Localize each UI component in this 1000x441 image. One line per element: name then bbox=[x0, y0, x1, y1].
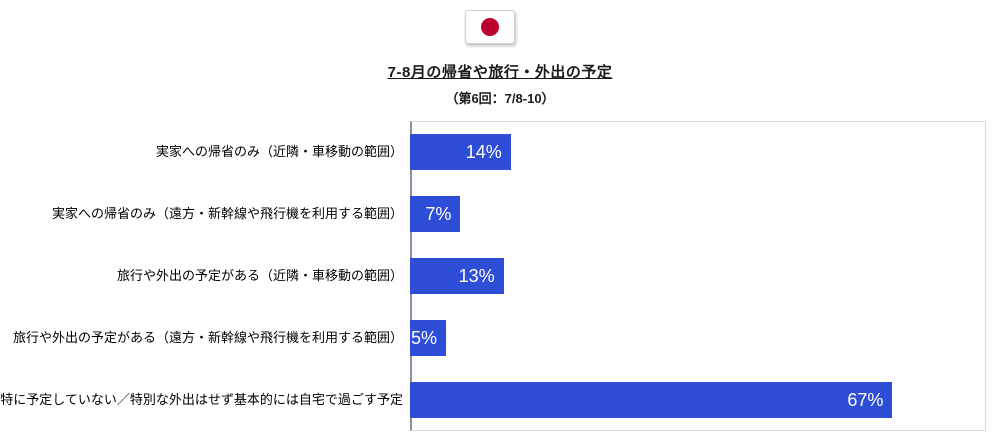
category-label: 旅行や外出の予定がある（近隣・車移動の範囲） bbox=[116, 267, 403, 283]
category-label: 特に予定していない／特別な外出はせず基本的には自宅で過ごす予定 bbox=[0, 391, 403, 407]
bar-value-label: 7% bbox=[425, 203, 452, 224]
bar: 13% bbox=[410, 258, 504, 294]
bar-value-label: 13% bbox=[458, 265, 495, 286]
japan-flag-icon bbox=[465, 10, 515, 44]
category-label: 実家への帰省のみ（近隣・車移動の範囲） bbox=[155, 143, 403, 159]
bar: 67% bbox=[410, 382, 893, 418]
japan-flag-sun-circle bbox=[481, 18, 499, 36]
bar-track: 67% bbox=[410, 382, 986, 418]
bar-value-label: 14% bbox=[465, 141, 502, 162]
bar-row: 旅行や外出の予定がある（近隣・車移動の範囲） 13% bbox=[0, 245, 1000, 307]
bar-row: 特に予定していない／特別な外出はせず基本的には自宅で過ごす予定 67% bbox=[0, 369, 1000, 431]
bar: 7% bbox=[410, 196, 461, 232]
bar-track: 5% bbox=[410, 320, 986, 356]
bar-value-label: 5% bbox=[410, 327, 437, 348]
category-label: 旅行や外出の予定がある（遠方・新幹線や飛行機を利用する範囲） bbox=[12, 329, 403, 345]
bar-row: 旅行や外出の予定がある（遠方・新幹線や飛行機を利用する範囲） 5% bbox=[0, 307, 1000, 369]
bar-value-label: 67% bbox=[847, 389, 884, 410]
chart-rows: 実家への帰省のみ（近隣・車移動の範囲） 14% 実家への帰省のみ（遠方・新幹線や飛行… bbox=[0, 121, 1000, 431]
bar-row: 実家への帰省のみ（近隣・車移動の範囲） 14% bbox=[0, 121, 1000, 183]
bar-row: 実家への帰省のみ（遠方・新幹線や飛行機を利用する範囲） 7% bbox=[0, 183, 1000, 245]
bar-track: 7% bbox=[410, 196, 986, 232]
bar: 5% bbox=[410, 320, 446, 356]
bar-chart: 実家への帰省のみ（近隣・車移動の範囲） 14% 実家への帰省のみ（遠方・新幹線や飛行… bbox=[0, 121, 1000, 431]
chart-header: 7-8月の帰省や旅行・外出の予定 （第6回：7/8-10） bbox=[0, 0, 1000, 107]
chart-title: 7-8月の帰省や旅行・外出の予定 bbox=[387, 64, 613, 81]
bar: 14% bbox=[410, 134, 511, 170]
bar-track: 14% bbox=[410, 134, 986, 170]
category-label: 実家への帰省のみ（遠方・新幹線や飛行機を利用する範囲） bbox=[51, 205, 403, 221]
chart-subtitle: （第6回：7/8-10） bbox=[445, 91, 555, 106]
bar-track: 13% bbox=[410, 258, 986, 294]
